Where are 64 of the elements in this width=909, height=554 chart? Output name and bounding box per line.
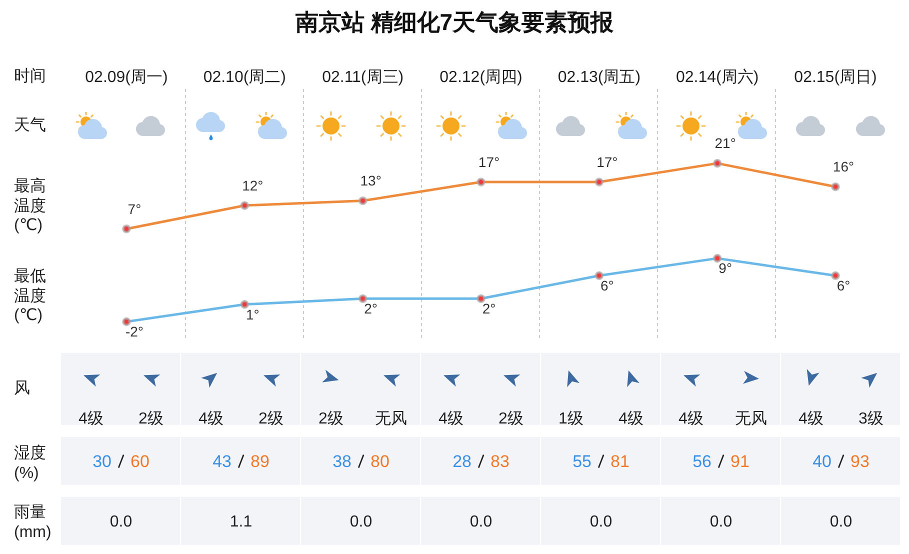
text: 雨量(mm) (14, 503, 52, 542)
text: 4级 (438, 409, 464, 429)
text: 0.0 (710, 512, 732, 532)
text: 0.0 (830, 512, 852, 532)
text: 0.0 (590, 512, 612, 532)
data-label: 6° (600, 277, 614, 294)
text: 2级 (318, 409, 344, 429)
text: 4级 (78, 409, 104, 429)
text: 4级 (198, 409, 224, 429)
text: 4级 (618, 409, 644, 429)
data-label: 6° (836, 277, 850, 294)
text: 28 (452, 451, 472, 472)
text: 4级 (798, 409, 824, 429)
text: 4级 (678, 409, 704, 429)
text: 56 (692, 451, 712, 472)
chart-title: 南京站 精细化7天气象要素预报 (294, 8, 615, 37)
x-tick-label: 02.15(周日) (794, 69, 877, 86)
data-label: 12° (242, 177, 264, 194)
data-label: 21° (714, 135, 736, 152)
text: 0.0 (110, 512, 132, 532)
x-tick-label: 02.09(周一) (85, 69, 168, 86)
data-label: 2° (364, 300, 378, 317)
x-tick-label: 02.12(周四) (440, 69, 522, 86)
text: 2级 (258, 409, 284, 429)
y-axis-title: 最低温度(℃) (14, 267, 47, 326)
text: 1级 (558, 409, 584, 429)
text: 风 (14, 379, 31, 398)
data-label: 9° (718, 260, 732, 276)
data-label: 13° (360, 172, 382, 189)
x-tick-label: 02.13(周五) (558, 69, 641, 86)
y-axis-title: 最高温度(℃) (14, 177, 47, 236)
text: 天气 (14, 116, 46, 136)
text: 30 (92, 451, 112, 472)
text: 60 (130, 451, 150, 472)
text: 55 (572, 451, 592, 472)
data-label: 17° (478, 154, 500, 170)
text: 2级 (498, 409, 524, 429)
text: 0.0 (350, 512, 372, 532)
data-label: 2° (482, 300, 496, 317)
data-label: 16° (832, 158, 854, 175)
x-tick-label: 02.11(周三) (322, 69, 404, 86)
text: 81 (610, 451, 630, 472)
data-label: 1° (246, 306, 260, 322)
text: 93 (850, 451, 870, 472)
text: 湿度(%) (14, 444, 47, 483)
text: 80 (370, 451, 390, 472)
text: 2级 (138, 409, 164, 429)
data-label: 7° (128, 200, 142, 217)
x-tick-label: 02.10(周二) (203, 69, 286, 86)
text: 38 (332, 451, 352, 472)
x-axis-title: 时间 (14, 67, 47, 86)
text: 0.0 (470, 512, 492, 532)
text: 无风 (735, 409, 767, 429)
text: 无风 (375, 409, 407, 429)
x-tick-label: 02.14(周六) (676, 68, 759, 86)
text: 43 (212, 451, 232, 472)
text: 3级 (858, 409, 884, 429)
text: 89 (250, 451, 270, 472)
text: 1.1 (230, 512, 252, 532)
data-label: -2° (125, 324, 144, 340)
text: 40 (812, 451, 832, 472)
text: 83 (490, 451, 510, 472)
data-label: 17° (596, 154, 618, 170)
text: 91 (730, 451, 750, 472)
